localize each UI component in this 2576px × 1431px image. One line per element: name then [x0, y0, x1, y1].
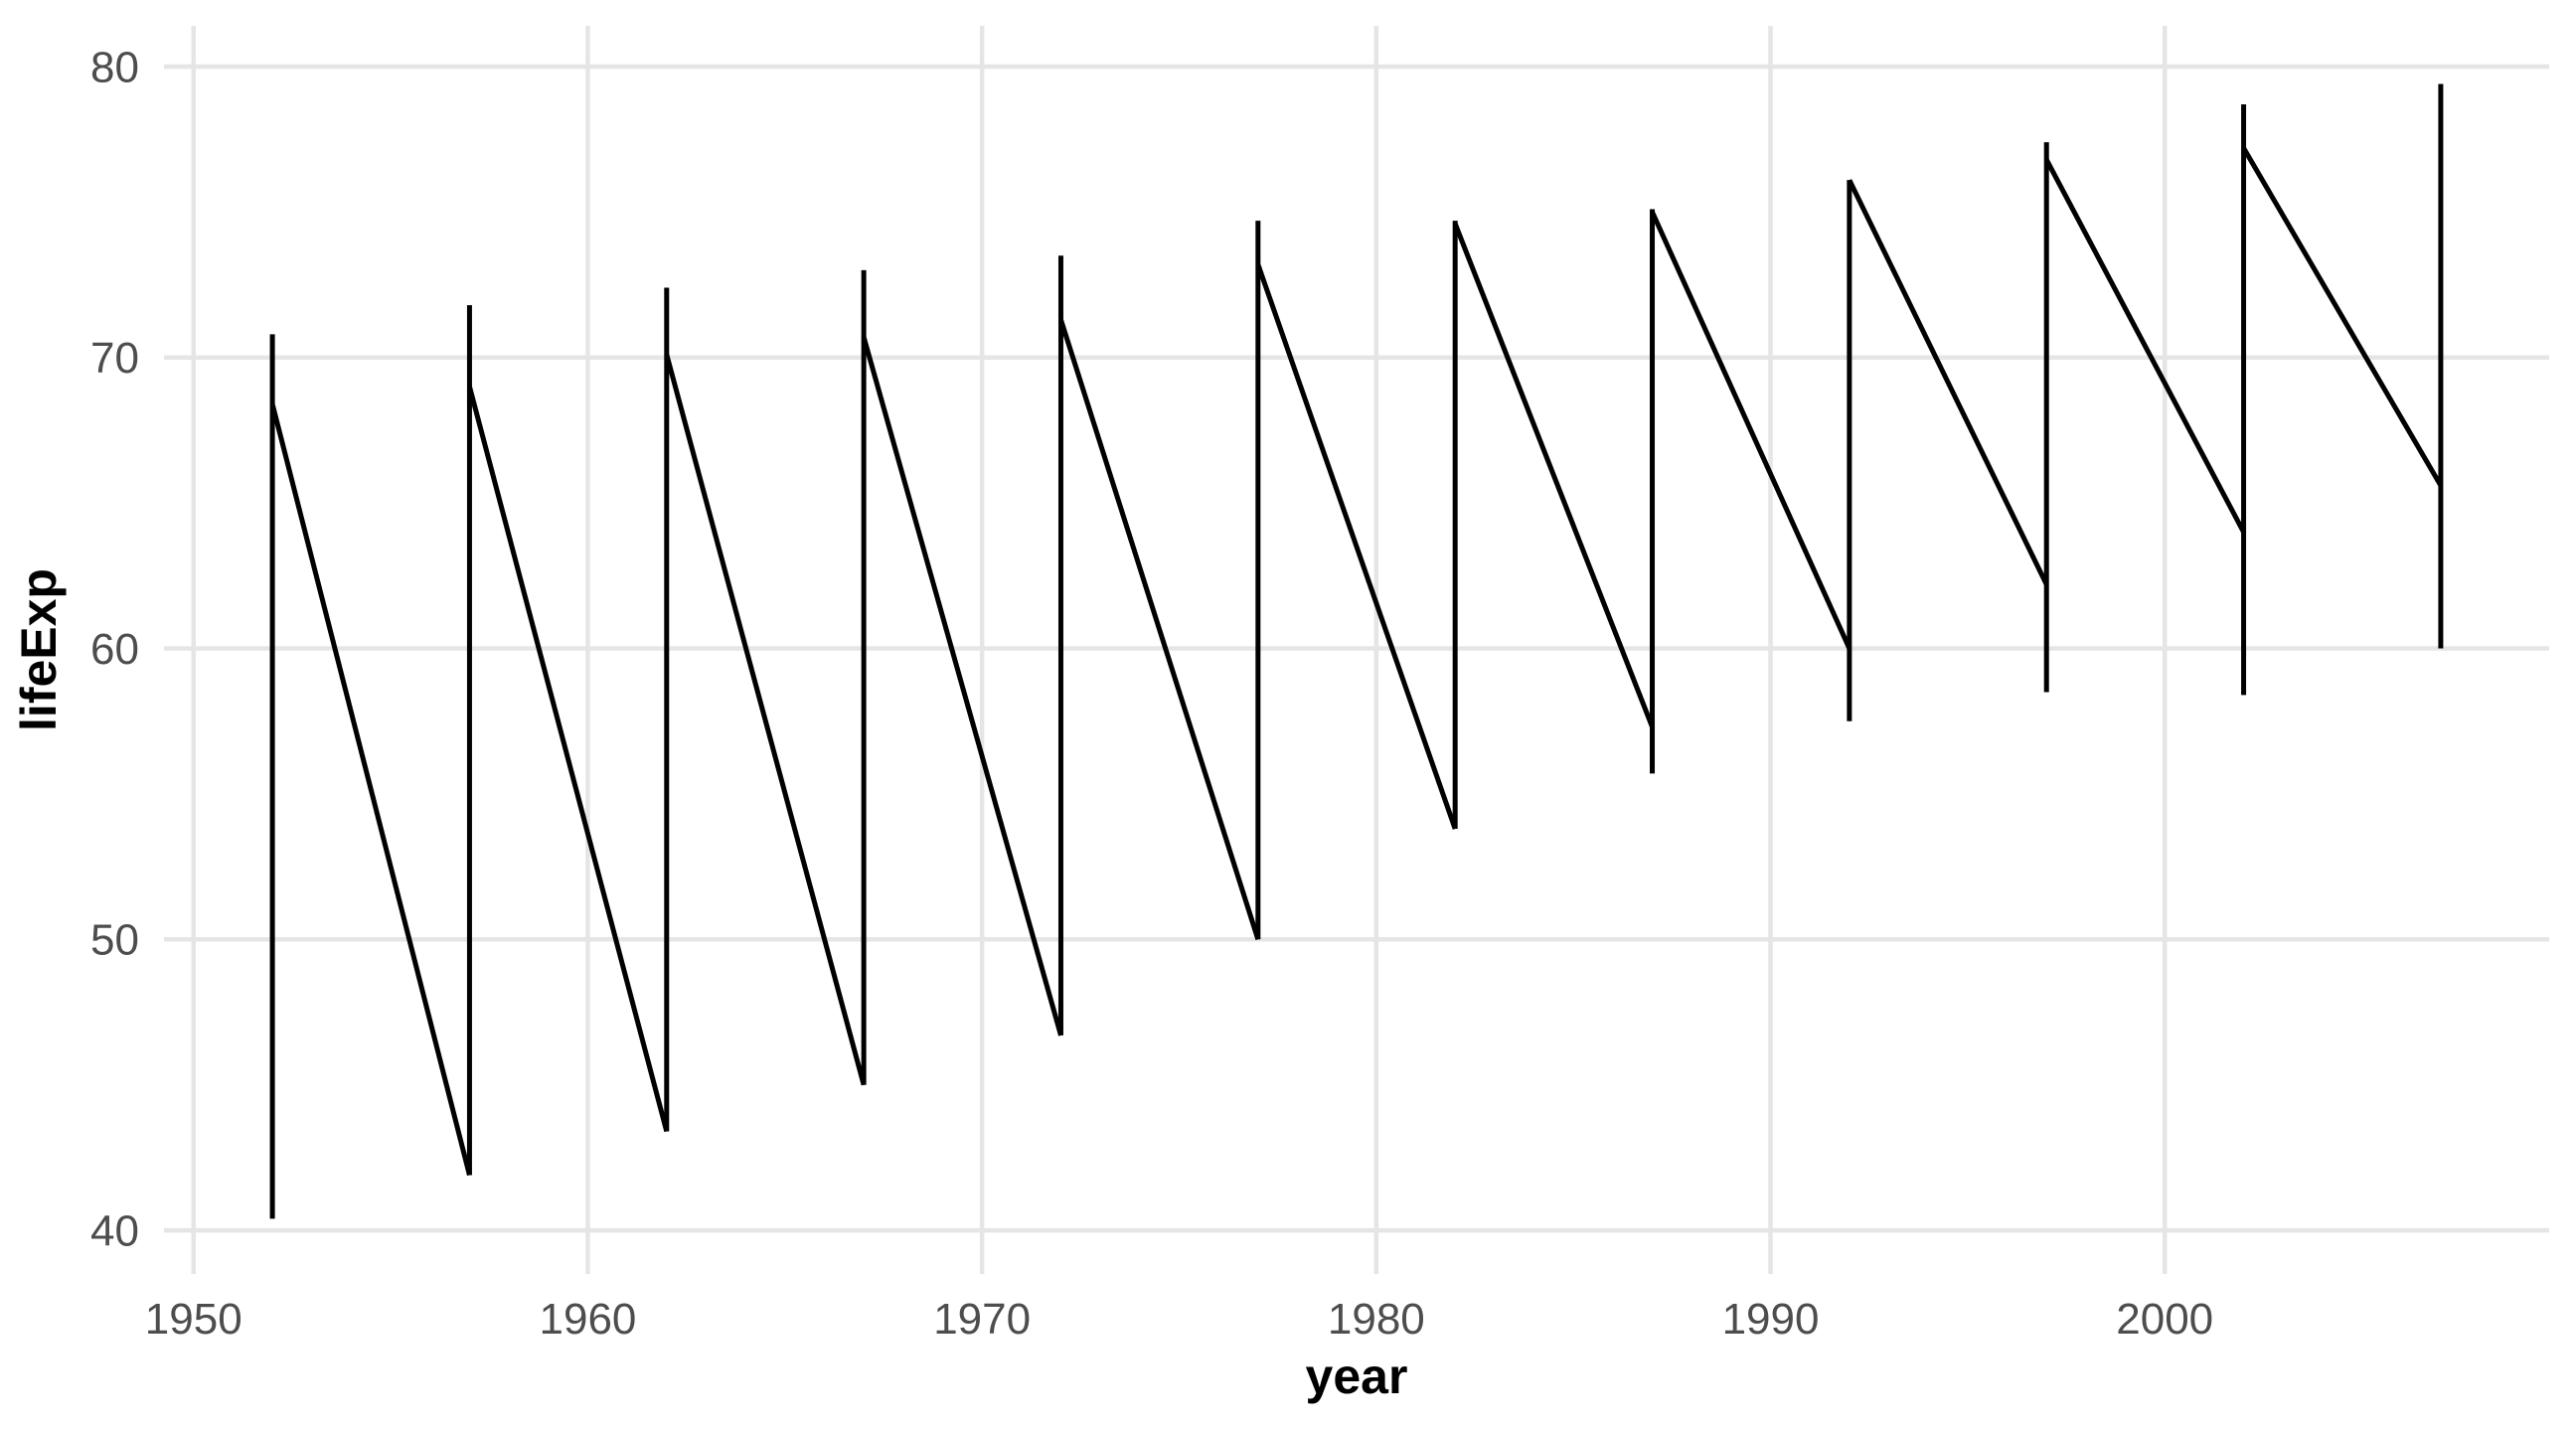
x-tick-label: 1970	[933, 1295, 1031, 1344]
y-tick-label: 70	[90, 334, 139, 383]
x-tick-label: 1960	[540, 1295, 637, 1344]
x-tick-label: 2000	[2116, 1295, 2213, 1344]
connector-segment	[861, 336, 1063, 1036]
y-axis-title: lifeExp	[11, 568, 67, 731]
x-axis-title: year	[1306, 1349, 1408, 1404]
connector-segment	[1650, 211, 1852, 650]
y-tick-label: 60	[90, 625, 139, 674]
y-axis-tick-labels: 40 50 60 70 80	[90, 43, 139, 1255]
connector-segment	[2044, 158, 2246, 534]
gridlines	[164, 26, 2549, 1274]
connector-segment	[467, 386, 670, 1133]
connector-segment	[2241, 146, 2444, 487]
data-line	[269, 83, 2444, 1219]
y-tick-label: 50	[90, 916, 139, 965]
y-tick-label: 40	[90, 1206, 139, 1255]
x-tick-label: 1980	[1328, 1295, 1425, 1344]
connector-segment	[1058, 318, 1261, 941]
connector-segment	[1847, 179, 2049, 586]
connector-segment	[1452, 223, 1655, 728]
x-tick-label: 1950	[145, 1295, 242, 1344]
x-tick-label: 1990	[1722, 1295, 1820, 1344]
connector-segment	[1255, 263, 1458, 830]
y-tick-label: 80	[90, 43, 139, 91]
connector-segment	[269, 402, 472, 1177]
connector-segment	[664, 354, 867, 1086]
x-axis-tick-labels: 1950 1960 1970 1980 1990 2000	[145, 1295, 2213, 1344]
